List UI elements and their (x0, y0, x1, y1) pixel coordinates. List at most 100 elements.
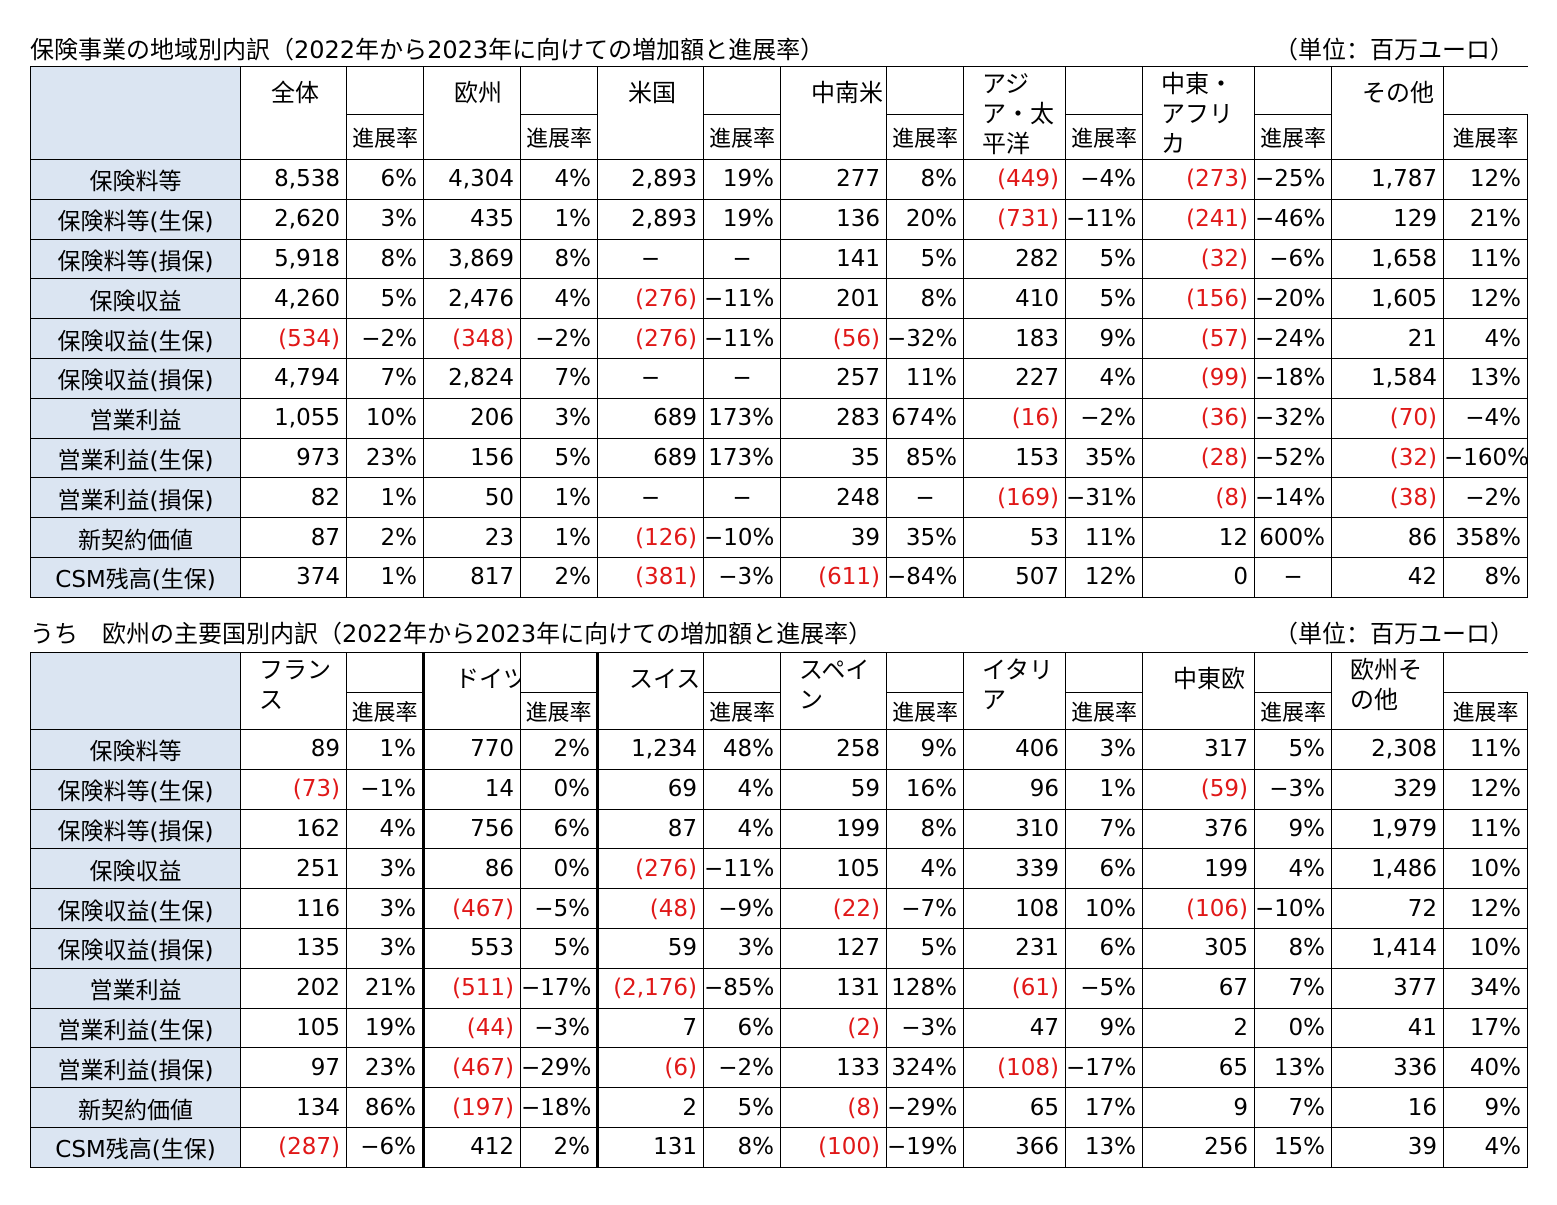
progress-rate-header: 進展率 (520, 114, 598, 160)
country-table-title: うち 欧州の主要国別内訳（2022年から2023年に向けての増加額と進展率） (30, 620, 873, 648)
rate-cell: 10% (1443, 848, 1528, 890)
amount-cell: (6) (596, 1047, 704, 1089)
row-label: 保険収益(損保) (30, 357, 241, 399)
rate-cell: 2% (520, 1126, 598, 1168)
header-spacer (1254, 65, 1332, 115)
rate-cell: −11% (703, 278, 781, 320)
rate-cell: 2% (520, 556, 598, 598)
amount-cell: 23 (423, 517, 521, 558)
rate-cell: −46% (1254, 198, 1332, 240)
amount-cell: 65 (963, 1087, 1066, 1128)
regional-table: 全体 欧州 米国 中南米 アジア・太平洋 中東・アフリカ その他 進展率 進展率 進展率 進展率 進展… (30, 65, 1528, 598)
row-label: 保険収益 (30, 848, 241, 890)
amount-cell: (16) (963, 397, 1066, 439)
rate-cell: 9% (1065, 318, 1143, 359)
table-row: 保険料等 89 1% 770 2% 1,234 48% 258 9% 406 3% 317 5% 2,30… (30, 729, 1528, 770)
rate-cell: 35% (1065, 437, 1143, 479)
rate-cell: 40% (1443, 1047, 1528, 1089)
rate-cell: −11% (703, 848, 781, 890)
amount-cell: 7 (596, 1007, 704, 1049)
rate-cell: 6% (1065, 927, 1143, 969)
rate-cell: − (1254, 556, 1332, 598)
amount-cell: (2) (780, 1007, 887, 1049)
amount-cell: − (597, 357, 704, 399)
row-label: CSM残高(生保) (30, 1126, 241, 1168)
rate-cell: 173% (703, 397, 781, 439)
amount-cell: 4,794 (240, 357, 347, 399)
column-header-2: 米国 (597, 66, 704, 160)
rate-cell: 15% (1254, 1126, 1332, 1168)
rate-cell: 13% (1065, 1126, 1143, 1168)
progress-rate-header: 進展率 (520, 692, 598, 730)
rate-cell: −17% (1065, 1047, 1143, 1089)
amount-cell: 69 (596, 768, 704, 810)
rate-cell: −18% (520, 1087, 598, 1128)
amount-cell: (511) (422, 967, 521, 1009)
table-row: 新契約価値 87 2% 23 1% (126) −10% 39 35% 53 11% 12 600% 86… (30, 517, 1528, 558)
amount-cell: (467) (422, 1047, 521, 1089)
rate-cell: −32% (886, 318, 964, 359)
amount-cell: 258 (780, 729, 887, 770)
rate-cell: 1% (346, 556, 424, 598)
amount-cell: 41 (1331, 1007, 1444, 1049)
amount-cell: (276) (596, 848, 704, 890)
row-label: 保険収益(生保) (30, 888, 241, 929)
header-spacer (346, 65, 424, 115)
subheader-row: 進展率 進展率 進展率 進展率 進展率 進展率 進展率 (31, 114, 1528, 160)
rate-cell: 10% (1443, 927, 1528, 969)
progress-rate-header: 進展率 (1065, 114, 1143, 160)
amount-cell: 162 (240, 808, 347, 850)
amount-cell: 12 (1142, 517, 1255, 558)
amount-cell: 9 (1142, 1087, 1255, 1128)
amount-cell: (59) (1142, 768, 1255, 810)
amount-cell: 67 (1142, 967, 1255, 1009)
rate-cell: 23% (346, 437, 424, 479)
rate-cell: 85% (886, 437, 964, 479)
rate-cell: 5% (520, 437, 598, 479)
rate-cell: 19% (346, 1007, 424, 1049)
amount-cell: 377 (1331, 967, 1444, 1009)
country-table: フランス ドイツ スイス スペイン イタリア 中東欧 欧州その他 進展率 進展率 進展率 進展率 進展… (30, 652, 1528, 1168)
amount-cell: 366 (963, 1126, 1066, 1168)
rate-cell: −7% (886, 888, 964, 929)
amount-cell: 131 (596, 1126, 704, 1168)
rate-cell: 3% (346, 848, 424, 890)
rate-cell: 5% (346, 278, 424, 320)
rate-cell: −1% (346, 768, 424, 810)
amount-cell: 410 (963, 278, 1066, 320)
amount-cell: 2,620 (240, 198, 347, 240)
amount-cell: (99) (1142, 357, 1255, 399)
row-label: 保険料等(損保) (30, 808, 241, 850)
rate-cell: −52% (1254, 437, 1332, 479)
rate-cell: −6% (346, 1126, 424, 1168)
table-row: 保険収益(生保) (534) −2% (348) −2% (276) −11% (56) −32… (30, 318, 1528, 359)
progress-rate-header: 進展率 (886, 114, 964, 160)
table-row: CSM残高(生保) 374 1% 817 2% (381) −3% (611) −84% 507 1… (30, 556, 1528, 598)
column-header-4: アジア・太平洋 (963, 66, 1066, 160)
amount-cell: (38) (1331, 477, 1444, 519)
rate-cell: − (703, 477, 781, 519)
rate-cell: 17% (1065, 1087, 1143, 1128)
amount-cell: 135 (240, 927, 347, 969)
amount-cell: 47 (963, 1007, 1066, 1049)
amount-cell: 50 (423, 477, 521, 519)
amount-cell: 82 (240, 477, 347, 519)
rate-cell: 10% (1065, 888, 1143, 929)
table-row: CSM残高(生保) (287) −6% 412 2% 131 8% (100) −19% 366 1… (30, 1126, 1528, 1168)
rate-cell: −2% (703, 1047, 781, 1089)
amount-cell: (44) (422, 1007, 521, 1049)
header-spacer (1254, 652, 1332, 693)
amount-cell: 317 (1142, 729, 1255, 770)
amount-cell: 39 (780, 517, 887, 558)
column-header-2: スイス (596, 652, 704, 730)
table-row: 営業利益(生保) 105 19% (44) −3% 7 6% (2) −3% 47 9% 2 0% 41 1… (30, 1007, 1528, 1049)
rate-cell: 12% (1443, 768, 1528, 810)
header-spacer (1443, 652, 1528, 693)
amount-cell: 35 (780, 437, 887, 479)
row-label: 保険収益(生保) (30, 318, 241, 359)
header-row: フランス ドイツ スイス スペイン イタリア 中東欧 欧州その他 (30, 652, 1528, 730)
column-header-3: スペイン (780, 652, 887, 730)
rate-cell: −85% (703, 967, 781, 1009)
rate-cell: 8% (520, 238, 598, 280)
row-label: 新契約価値 (30, 1087, 241, 1128)
